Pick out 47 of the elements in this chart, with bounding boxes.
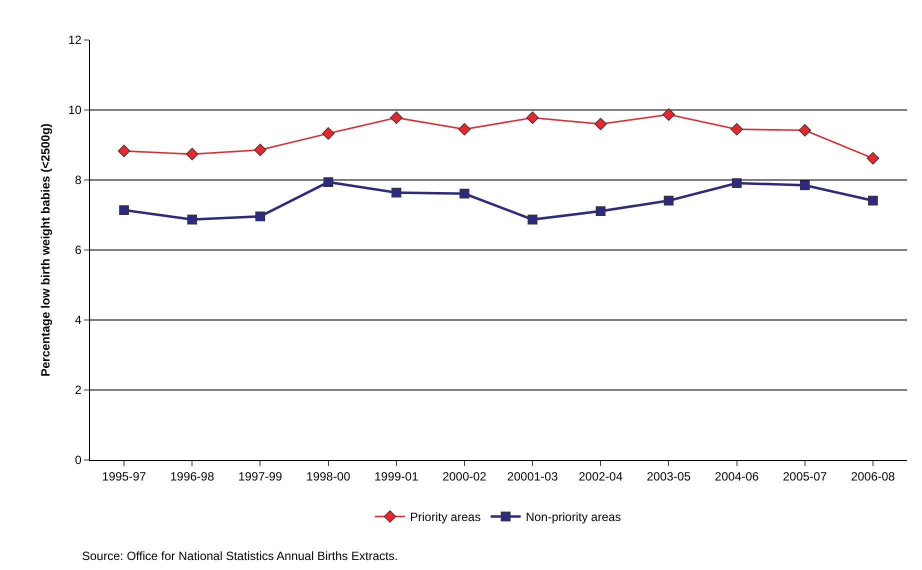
point — [390, 111, 403, 124]
x-tick-label: 20001-03 — [507, 469, 558, 484]
x-tick-label: 2006-08 — [850, 469, 896, 484]
y-axis-title: Percentage low birth weight babies (<2500g) — [38, 123, 53, 377]
point — [187, 214, 198, 224]
point — [526, 111, 539, 124]
legend-label: Non-priority areas — [526, 510, 622, 524]
y-tick-label: 10 — [68, 103, 82, 118]
x-tick-label: 1997-99 — [238, 469, 283, 484]
point — [732, 178, 742, 188]
x-tick-label: 1996-98 — [170, 469, 214, 484]
x-tick-label: 2005-07 — [782, 469, 828, 484]
point — [391, 188, 402, 198]
point — [596, 206, 606, 216]
y-tick-label: 8 — [74, 173, 82, 188]
point — [118, 144, 130, 158]
legend-label: Priority areas — [410, 510, 481, 524]
point — [322, 127, 335, 140]
y-tick-label: 12 — [68, 33, 82, 48]
point — [528, 214, 538, 224]
x-tick-label: 1995-97 — [102, 469, 146, 484]
point — [730, 123, 744, 136]
source-note: Source: Office for National Statistics Annual Births Extracts. — [82, 549, 398, 563]
y-tick-label: 0 — [74, 453, 82, 468]
x-tick-label: 2002-04 — [578, 469, 623, 484]
y-tick-label: 2 — [74, 383, 82, 398]
point — [664, 196, 674, 206]
point — [800, 180, 810, 190]
point — [662, 108, 675, 121]
point — [868, 196, 878, 206]
x-tick-label: 1998-00 — [306, 469, 351, 484]
point — [254, 144, 266, 156]
point — [866, 152, 880, 165]
x-tick-label: 2003-05 — [646, 469, 692, 484]
point — [798, 124, 812, 137]
y-tick-label: 6 — [74, 243, 82, 258]
point — [255, 212, 266, 222]
point — [594, 118, 607, 130]
point — [460, 188, 470, 199]
x-tick-label: 2004-06 — [714, 469, 760, 484]
y-tick-label: 4 — [74, 313, 82, 328]
point — [323, 177, 334, 187]
x-tick-label: 2000-02 — [442, 469, 487, 484]
point — [458, 123, 471, 136]
point — [119, 205, 129, 215]
point — [186, 148, 198, 160]
x-tick-label: 1999-01 — [374, 469, 419, 484]
